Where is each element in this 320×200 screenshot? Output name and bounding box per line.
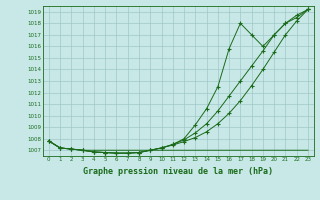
X-axis label: Graphe pression niveau de la mer (hPa): Graphe pression niveau de la mer (hPa): [84, 167, 273, 176]
